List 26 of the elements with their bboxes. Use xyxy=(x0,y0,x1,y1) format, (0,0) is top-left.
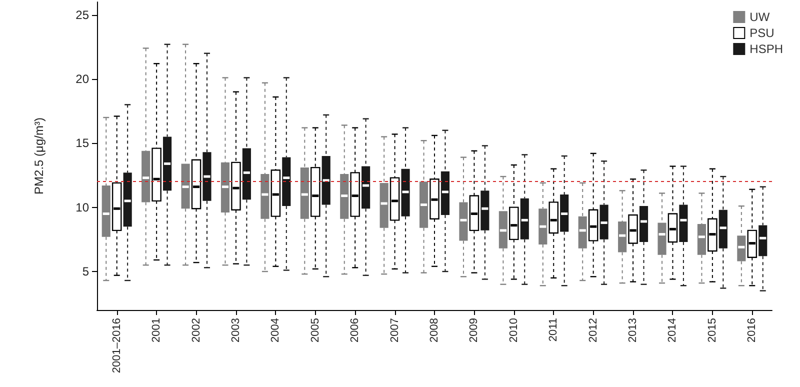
x-tick-label: 2002 xyxy=(190,318,202,342)
x-tick-label: 2008 xyxy=(428,318,440,342)
x-tick-label: 2007 xyxy=(388,318,401,342)
x-tick-label: 2011 xyxy=(548,318,560,342)
y-tick-label: 5 xyxy=(82,264,90,278)
y-tick-label: 20 xyxy=(76,72,90,86)
x-tick-label: 2015 xyxy=(706,318,718,342)
x-tick-label: 2001 xyxy=(150,318,163,342)
x-tick-label: 2005 xyxy=(309,318,322,342)
legend-label: UW xyxy=(750,10,770,24)
x-tick-label: 2016 xyxy=(746,318,758,342)
y-axis-title: PM2.5 (μg/m³) xyxy=(32,118,46,194)
y-tick-label: 10 xyxy=(76,200,90,214)
x-tick-label: 2012 xyxy=(587,318,600,342)
x-tick-label: 2006 xyxy=(349,318,362,342)
x-tick-label: 2009 xyxy=(468,318,480,342)
x-tick-label: 2001–2016 xyxy=(110,318,123,374)
x-tick-label: 2010 xyxy=(508,318,520,342)
legend-label: HSPH xyxy=(750,42,784,56)
y-tick-label: 15 xyxy=(76,136,90,150)
x-tick-label: 2013 xyxy=(627,318,640,342)
y-tick-label: 25 xyxy=(76,8,90,22)
legend-label: PSU xyxy=(750,26,774,40)
x-tick-label: 2014 xyxy=(666,318,679,342)
x-tick-label: 2004 xyxy=(270,318,282,342)
x-tick-label: 2003 xyxy=(230,318,242,342)
